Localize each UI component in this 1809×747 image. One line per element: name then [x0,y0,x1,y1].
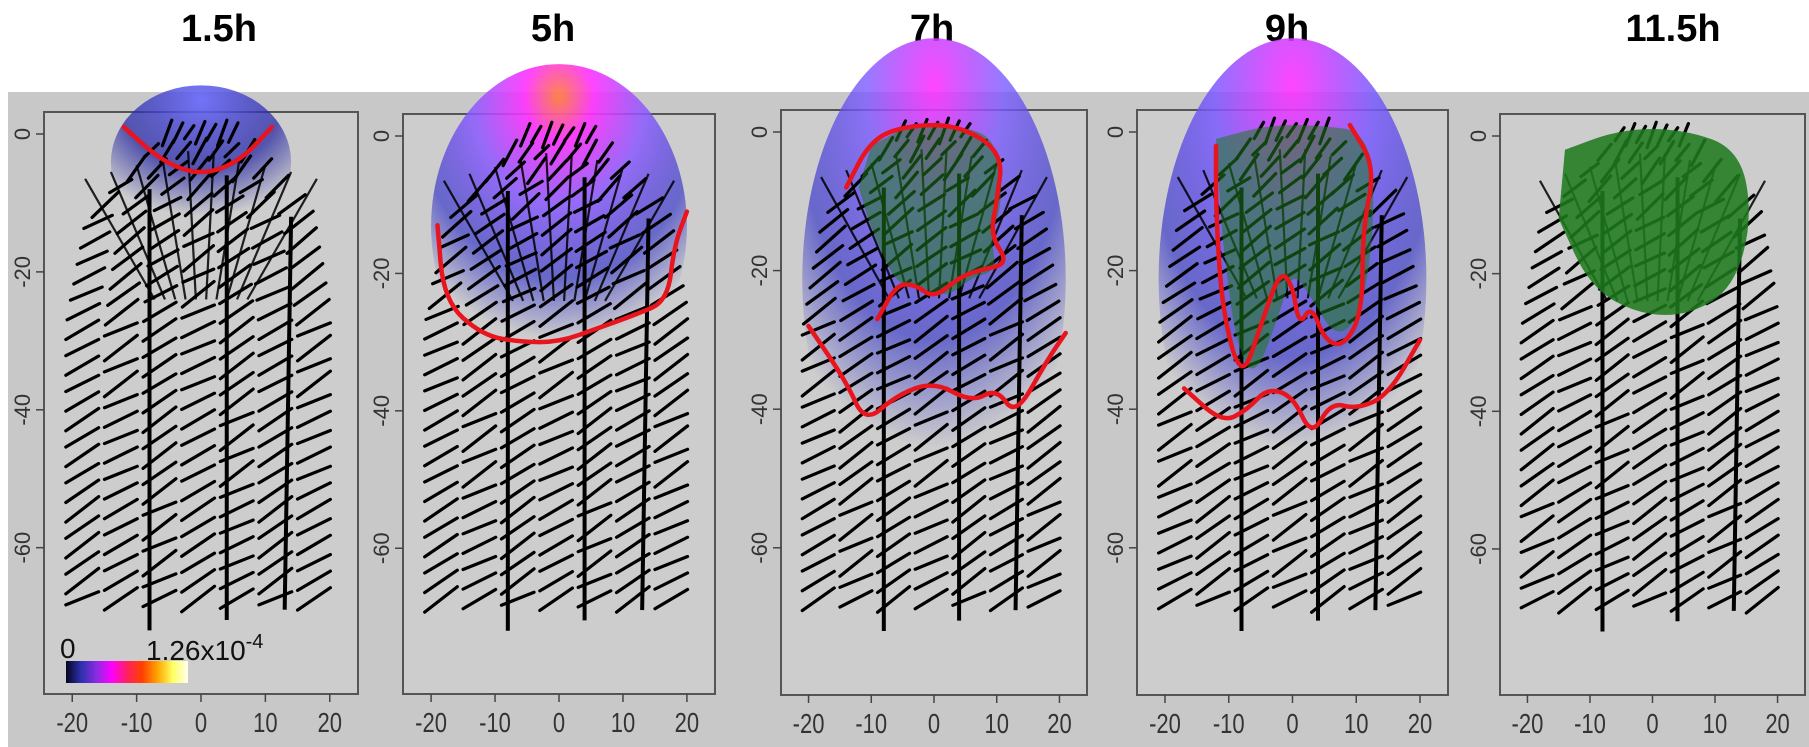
concentration-overlay [110,85,292,240]
y-tick-label: -20 [1466,258,1491,290]
panel-title-2: 5h [530,8,576,50]
front-line [435,209,690,345]
x-tick-label: -20 [415,708,447,739]
front-line [1213,122,1374,369]
y-tick-label: -40 [10,394,35,426]
colorbar: 0 1.26x10-4 [60,631,263,683]
x-tick-label: 10 [1703,709,1727,740]
x-tick-label: 10 [253,708,277,739]
y-tick-label: -20 [369,258,394,290]
x-tick-label: -10 [855,709,887,740]
y-tick-label: -60 [369,532,394,564]
concentration-overlay [431,64,687,388]
y-tick-label: -20 [1103,255,1128,287]
panel-title-5: 11.5h [1625,8,1721,50]
dead-tissue-region [858,125,1001,295]
panel-title-1: 1.5h [180,8,258,50]
panel-2: -20 -10 0 10 20 0 -20 -40 -60 [369,64,716,739]
y-tick-label: -20 [747,255,772,287]
x-tick-label: 0 [195,708,207,739]
x-tick-label: 20 [1047,709,1071,740]
x-tick-label: 20 [318,708,342,739]
y-tick-label: 0 [1466,130,1491,142]
y-tick-label: -40 [1103,393,1128,425]
panel-3: -20 -10 0 10 20 0 -20 -40 -60 [747,38,1088,740]
panel-4: -20 -10 0 10 20 0 -20 -40 -60 [1103,38,1449,740]
y-tick-label: -20 [10,256,35,288]
x-tick-label: 10 [984,709,1008,740]
dead-tissue-region [1216,125,1374,369]
x-tick-label: -20 [793,709,825,740]
x-tick-label: 10 [611,708,635,739]
front-line [843,122,1006,322]
x-tick-label: -10 [479,708,511,739]
colorbar-max-label: 1.26x10-4 [146,631,263,666]
y-tick-label: -60 [1103,532,1128,564]
x-tick-label: 0 [1286,709,1298,740]
x-tick-label: 20 [1765,709,1789,740]
x-tick-label: 20 [1408,709,1432,740]
y-tick-label: 0 [747,126,772,138]
dead-tissue-region [1558,129,1749,315]
front-line [121,124,275,175]
x-tick-label: -10 [1213,709,1245,740]
x-tick-label: -20 [1512,709,1544,740]
x-tick-label: -10 [1574,709,1606,740]
panel-1: -20 -10 0 10 20 0 -20 -40 -60 [10,85,359,739]
x-tick-label: 20 [675,708,699,739]
x-tick-label: 10 [1344,709,1368,740]
front-line [806,323,1068,417]
y-tick-label: -40 [1466,395,1491,427]
y-tick-label: 0 [10,128,35,140]
panel-5: -20 -10 0 10 20 0 -20 -40 -60 [1466,113,1806,740]
colorbar-gradient [66,661,188,683]
x-tick-label: -20 [56,708,88,739]
x-tick-label: 0 [553,708,565,739]
x-tick-label: -20 [1149,709,1181,740]
tree-skeleton [423,120,690,631]
y-tick-label: -60 [1466,533,1491,565]
y-tick-label: -60 [10,532,35,564]
y-tick-label: -40 [747,393,772,425]
y-tick-label: -40 [369,395,394,427]
colorbar-min-label: 0 [60,633,76,664]
front-line [1181,337,1423,430]
y-tick-label: 0 [1103,126,1128,138]
x-tick-label: 0 [1646,709,1658,740]
x-tick-label: 0 [928,709,940,740]
y-tick-label: 0 [369,130,394,142]
y-tick-label: -60 [747,532,772,564]
x-tick-label: -10 [121,708,153,739]
tree-skeleton [64,118,332,631]
